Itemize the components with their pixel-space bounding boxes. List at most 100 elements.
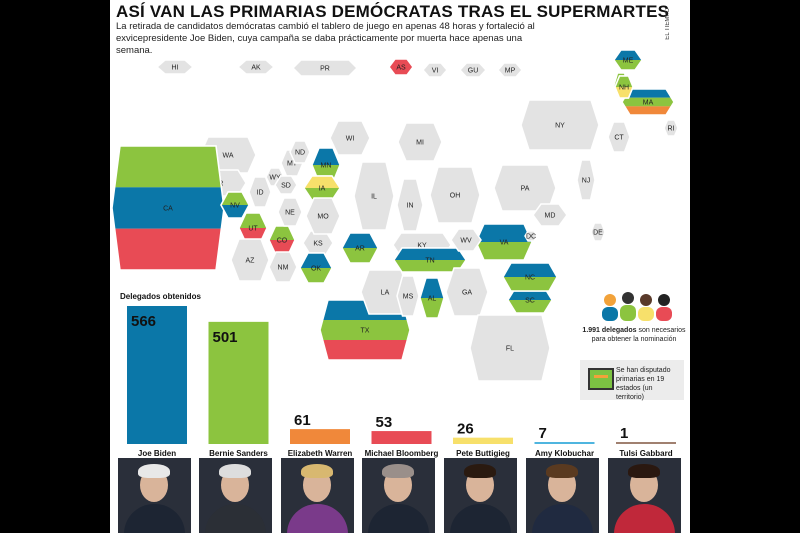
state-label-ks: KS	[313, 241, 323, 248]
ballot-box-icon	[588, 368, 614, 390]
bar-5	[534, 442, 595, 444]
category-label-6: Tulsi Gabbard	[619, 449, 672, 458]
bar-6	[616, 442, 676, 444]
state-ne: NE	[277, 197, 303, 227]
state-label-ny: NY	[555, 123, 565, 130]
state-ny: NY	[520, 99, 600, 151]
bar-value-label-5: 7	[539, 425, 547, 442]
state-label-la: LA	[381, 290, 390, 297]
state-me: ME	[613, 49, 643, 71]
state-vi: VI	[422, 62, 448, 78]
delegates-bar-chart: 566 Joe Biden 501 Bernie Sanders 61 Elizabeth…	[127, 306, 676, 458]
chart-title: Delegados obtenidos	[120, 292, 201, 301]
bar-value-label-6: 1	[620, 425, 628, 442]
bar-4	[453, 437, 513, 444]
state-hi: HI	[155, 59, 195, 75]
portrait-michael-bloomberg	[362, 458, 435, 533]
state-label-il: IL	[371, 194, 377, 201]
state-ia: IA	[303, 175, 341, 201]
state-label-ct: CT	[614, 135, 624, 142]
state-as: AS	[388, 58, 414, 76]
portrait-bernie-sanders	[199, 458, 272, 533]
state-label-nm: NM	[278, 265, 289, 272]
state-label-ar: AR	[355, 246, 365, 253]
bar-value-label-4: 26	[457, 421, 474, 438]
state-nm: NM	[268, 251, 298, 283]
state-label-wy: WY	[269, 175, 281, 182]
state-wi: WI	[329, 120, 371, 156]
state-nc: NC	[502, 262, 558, 292]
portrait-pete-buttigieg	[444, 458, 517, 533]
category-label-2: Elizabeth Warren	[288, 449, 353, 458]
state-label-ia: IA	[319, 186, 326, 193]
bar-3	[371, 431, 432, 444]
state-label-oh: OH	[450, 193, 461, 200]
state-va: VA	[475, 223, 533, 261]
state-label-nh: NH	[619, 85, 629, 92]
state-pr: PR	[291, 59, 359, 77]
state-in: IN	[396, 178, 424, 232]
portrait-elizabeth-warren	[281, 458, 354, 533]
state-label-ms: MS	[403, 294, 414, 301]
bar-2	[290, 429, 350, 444]
state-nv: NV	[220, 191, 250, 219]
state-mp: MP	[497, 62, 523, 78]
state-oh: OH	[429, 166, 481, 224]
publisher-logo: EL TIEMPO	[665, 8, 671, 40]
state-il: IL	[353, 161, 395, 231]
portrait-joe-biden	[118, 458, 191, 533]
state-label-hi: HI	[172, 65, 179, 72]
needed-text: son necesarios para obtener la nominació…	[591, 327, 686, 343]
state-label-va: VA	[500, 240, 509, 247]
state-label-ok: OK	[311, 266, 321, 273]
state-tx: TX	[319, 299, 411, 361]
state-label-md: MD	[545, 213, 556, 220]
state-ca: CA	[111, 145, 225, 271]
state-label-wa: WA	[222, 153, 233, 160]
portrait-amy-klobuchar	[526, 458, 599, 533]
state-co: CO	[268, 225, 296, 255]
state-de: DE	[590, 222, 606, 242]
state-dc: DC	[524, 230, 538, 242]
bar-value-label-1: 501	[213, 329, 238, 346]
states-disputed-note: Se han disputado primarias en 19 estados…	[580, 360, 684, 401]
bar-value-label-2: 61	[294, 412, 311, 429]
bar-value-label-0: 566	[131, 313, 156, 330]
state-label-as: AS	[396, 65, 406, 72]
state-md: MD	[532, 203, 568, 227]
state-label-wi: WI	[346, 136, 355, 143]
state-label-mn: MN	[321, 163, 332, 170]
infographic-panel: ASÍ VAN LAS PRIMARIAS DEMÓCRATAS TRAS EL…	[110, 0, 690, 533]
state-label-ne: NE	[285, 210, 295, 217]
state-label-mt: MT	[287, 161, 298, 168]
state-label-ut: UT	[248, 226, 258, 233]
page-subtitle: La retirada de candidatos demócratas cam…	[116, 21, 535, 56]
category-label-3: Michael Bloomberg	[365, 449, 439, 458]
state-label-ma: MA	[643, 100, 654, 107]
state-mo: MO	[305, 197, 341, 235]
state-fl: FL	[469, 314, 551, 382]
category-label-4: Pete Buttigieg	[456, 449, 510, 458]
delegates-needed-note: 1.991 delegados son necesarios para obte…	[580, 290, 690, 350]
people-icon	[602, 292, 672, 321]
state-label-co: CO	[277, 238, 288, 245]
state-label-dc: DC	[526, 234, 536, 241]
state-label-tn: TN	[425, 258, 434, 265]
needed-count: 1.991 delegados	[582, 327, 637, 334]
state-nj: NJ	[576, 159, 596, 201]
bar-0	[127, 306, 187, 444]
state-label-ky: KY	[417, 243, 427, 250]
state-label-ca: CA	[163, 206, 173, 213]
state-az: AZ	[230, 238, 270, 282]
category-label-5: Amy Klobuchar	[535, 449, 594, 458]
state-label-me: ME	[623, 58, 634, 65]
state-label-ga: GA	[462, 290, 472, 297]
state-label-pa: PA	[521, 186, 530, 193]
state-label-sd: SD	[281, 183, 291, 190]
state-ar: AR	[341, 232, 379, 264]
state-ak: AK	[236, 59, 276, 75]
state-ct: CT	[607, 121, 631, 153]
state-label-pr: PR	[320, 66, 330, 73]
state-label-de: DE	[593, 230, 603, 237]
state-ma: MA	[621, 88, 675, 116]
